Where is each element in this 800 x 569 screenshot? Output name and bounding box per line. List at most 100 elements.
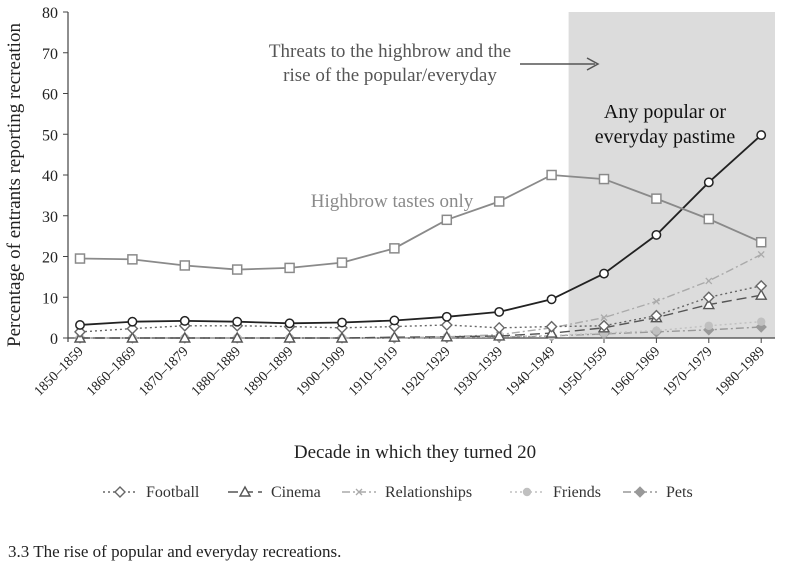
data-point-football [74, 325, 86, 338]
legend-item-friends: Friends [510, 484, 601, 501]
data-point-football [440, 318, 453, 331]
x-tick-label: 1950–1959 [556, 344, 611, 399]
y-tick-label: 50 [42, 127, 58, 144]
data-point-highbrow-tastes-only [336, 257, 348, 268]
legend-marker-cinema [238, 485, 252, 497]
data-point-cinema [388, 330, 401, 342]
data-point-highbrow-tastes-only [284, 262, 295, 274]
data-point-friends [704, 321, 713, 330]
x-tick-label: 1860–1869 [84, 344, 139, 399]
annotation-popular-text: everyday pastime [595, 126, 736, 148]
data-point-relationships [600, 314, 608, 322]
x-tick-label: 1900–1909 [294, 344, 349, 399]
legend-label-cinema: Cinema [271, 484, 321, 501]
y-axis-label: Percentage of entrants reporting recreat… [4, 23, 25, 347]
data-point-highbrow-tastes-only [127, 254, 138, 265]
x-tick-label: 1970–1979 [660, 344, 715, 399]
data-point-football [598, 319, 610, 332]
data-point-any-popular-or-everyday-pastime [494, 306, 505, 317]
legend-label-pets: Pets [666, 484, 693, 501]
x-tick-label: 1880–1889 [189, 344, 244, 399]
y-tick-label: 0 [50, 331, 58, 348]
data-point-highbrow-tastes-only [441, 214, 453, 226]
y-tick-label: 80 [42, 5, 58, 22]
data-point-highbrow-tastes-only [231, 264, 243, 275]
x-tick-label: 1980–1989 [713, 344, 768, 399]
annotation-arrow-head [586, 57, 600, 71]
legend: Football Cinema Relationships Friends Pets [103, 484, 693, 501]
y-tick-label: 30 [42, 209, 58, 226]
y-tick-label: 20 [42, 250, 58, 267]
series-line-football [79, 285, 762, 333]
legend-item-cinema: Cinema [228, 484, 321, 501]
series-highbrow-tastes-only [74, 169, 767, 275]
data-point-football [545, 320, 558, 333]
data-point-highbrow-tastes-only [703, 213, 715, 225]
x-tick-label: 1920–1929 [398, 344, 453, 399]
legend-item-pets: Pets [623, 484, 693, 501]
legend-marker-relationships [355, 488, 363, 496]
series-any-popular-or-everyday-pastime [75, 130, 767, 330]
data-point-cinema [702, 298, 715, 310]
data-point-any-popular-or-everyday-pastime [389, 315, 400, 326]
data-point-any-popular-or-everyday-pastime [599, 268, 609, 279]
y-tick-label: 10 [42, 290, 58, 307]
data-point-highbrow-tastes-only [755, 236, 767, 248]
data-point-friends [652, 326, 661, 335]
data-point-any-popular-or-everyday-pastime [75, 320, 85, 330]
x-tick-label: 1910–1919 [346, 344, 401, 399]
legend-item-football: Football [103, 484, 200, 501]
data-point-cinema [545, 326, 558, 338]
data-point-relationships [652, 297, 660, 305]
data-point-highbrow-tastes-only [179, 260, 191, 271]
data-point-any-popular-or-everyday-pastime [703, 177, 714, 188]
data-point-any-popular-or-everyday-pastime [441, 311, 452, 322]
data-point-highbrow-tastes-only [546, 169, 557, 181]
data-point-any-popular-or-everyday-pastime [127, 316, 138, 327]
legend-marker-football [114, 486, 126, 498]
y-tick-label: 60 [42, 87, 58, 104]
y-tick-label: 70 [42, 46, 58, 63]
data-point-football [650, 309, 663, 322]
line-chart: 0 10 20 30 40 50 60 70 80 1850–18591860–18691870–… [4, 5, 775, 501]
legend-marker-friends [522, 487, 532, 497]
data-point-any-popular-or-everyday-pastime [651, 229, 662, 240]
data-point-cinema [493, 329, 506, 341]
data-point-highbrow-tastes-only [651, 193, 662, 204]
data-point-cinema [231, 331, 244, 343]
legend-item-relationships: Relationships [342, 484, 472, 501]
data-point-football [493, 321, 506, 334]
legend-label-relationships: Relationships [385, 484, 472, 501]
data-point-any-popular-or-everyday-pastime [756, 130, 767, 141]
data-point-any-popular-or-everyday-pastime [284, 318, 295, 329]
data-point-friends [757, 317, 766, 326]
data-point-highbrow-tastes-only [493, 196, 505, 207]
data-point-cinema [335, 331, 349, 343]
data-point-any-popular-or-everyday-pastime [337, 317, 347, 328]
data-point-any-popular-or-everyday-pastime [546, 294, 557, 305]
data-point-highbrow-tastes-only [598, 173, 610, 185]
data-point-cinema [178, 331, 191, 343]
data-point-cinema [126, 331, 139, 343]
series-line-any-popular-or-everyday-pastime [79, 134, 762, 326]
data-point-relationships [705, 277, 713, 285]
figure-caption: 3.3 The rise of popular and everyday rec… [8, 542, 342, 561]
series-line-highbrow-tastes-only [79, 174, 762, 271]
data-point-football [755, 279, 768, 292]
data-point-highbrow-tastes-only [74, 253, 86, 264]
data-point-cinema [440, 330, 453, 342]
legend-label-football: Football [146, 484, 200, 501]
x-tick-label: 1890–1899 [241, 344, 296, 399]
data-point-football [702, 291, 715, 304]
x-tick-label: 1940–1949 [503, 344, 558, 399]
data-point-any-popular-or-everyday-pastime [179, 315, 190, 326]
annotation-highbrow-text: Highbrow tastes only [311, 191, 474, 212]
data-point-relationships [757, 251, 765, 258]
series-line-cinema [80, 294, 762, 339]
data-point-football [126, 322, 139, 335]
legend-label-friends: Friends [553, 484, 601, 501]
x-tick-label: 1870–1879 [136, 344, 191, 399]
annotation-threats-text: Threats to the highbrow and the [269, 41, 511, 62]
x-axis-label: Decade in which they turned 20 [294, 442, 536, 463]
data-point-highbrow-tastes-only [389, 243, 400, 254]
